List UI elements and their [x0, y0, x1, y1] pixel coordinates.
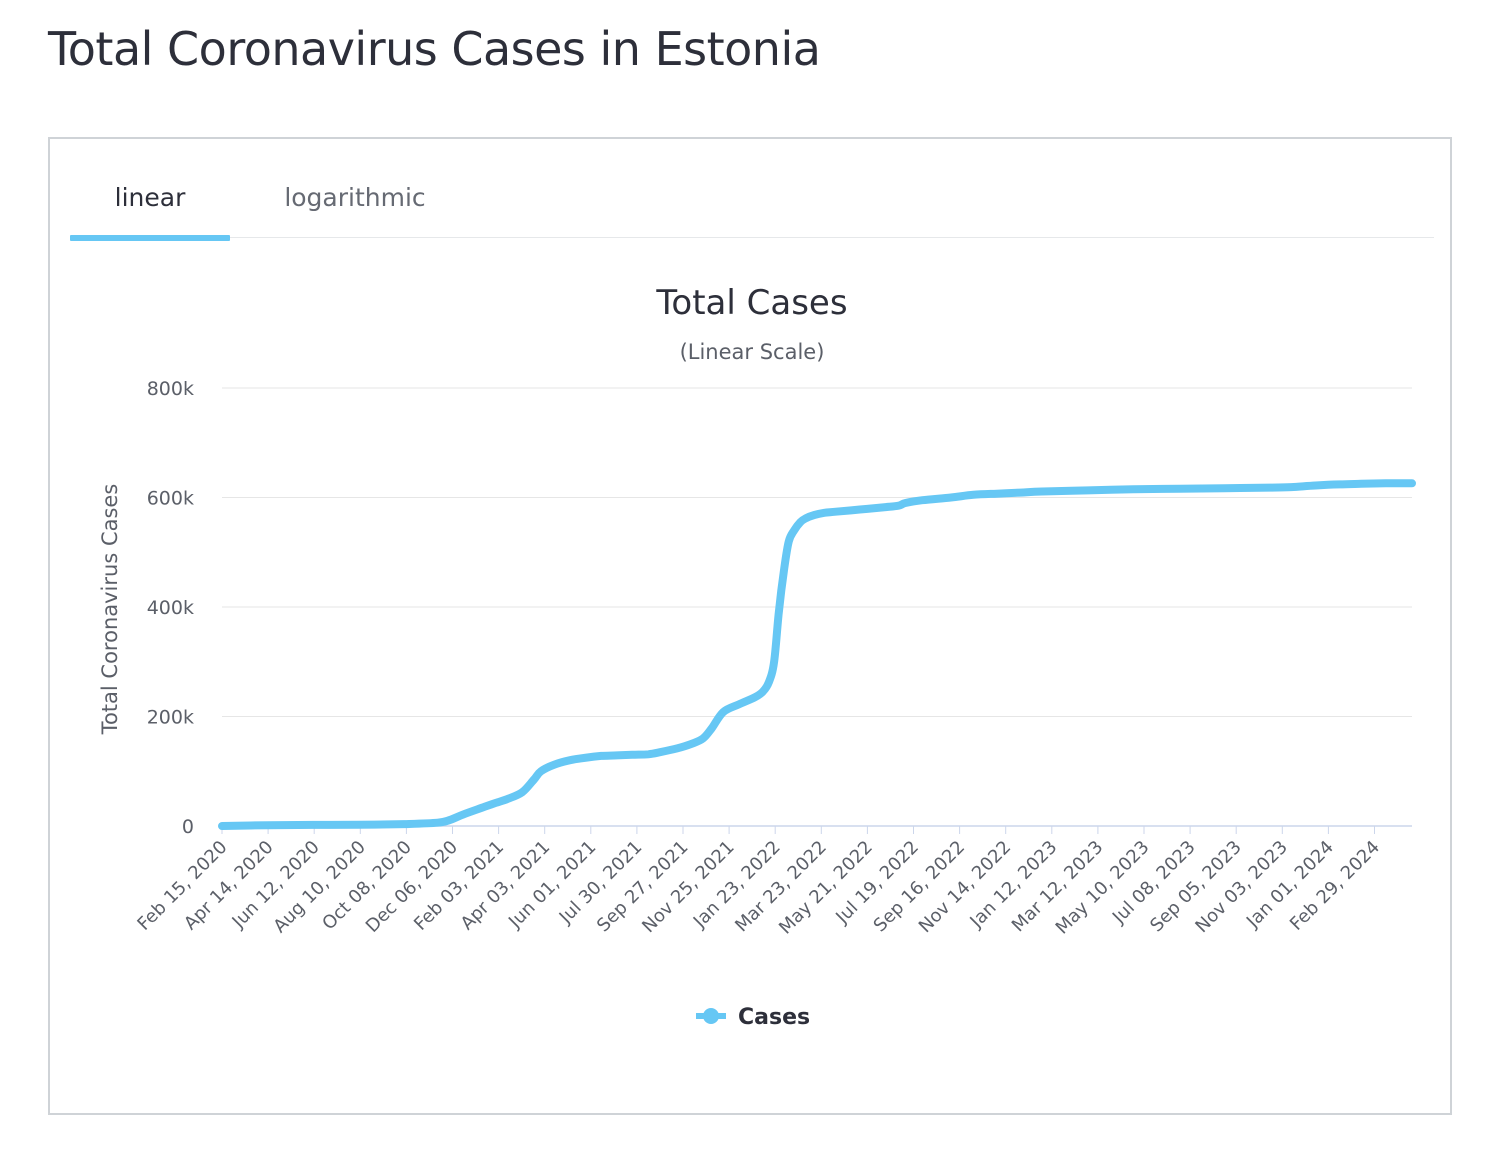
legend-dot-marker: [703, 1008, 719, 1024]
chart-title: Total Cases: [655, 283, 847, 323]
y-axis-ticks: 0 200k 400k 600k 800k: [147, 378, 194, 838]
tab-linear[interactable]: linear: [70, 183, 230, 241]
series-line-cases[interactable]: [218, 479, 1416, 830]
y-tick-label: 200k: [147, 707, 194, 729]
chart-subtitle: (Linear Scale): [680, 340, 825, 364]
legend-label-cases: Cases: [738, 1005, 810, 1030]
y-axis-label: Total Coronavirus Cases: [98, 484, 122, 736]
page-title: Total Coronavirus Cases in Estonia: [48, 22, 821, 76]
tab-logarithmic[interactable]: logarithmic: [270, 183, 440, 237]
y-tick-label: 800k: [147, 378, 194, 400]
scale-tabs: linear logarithmic: [70, 139, 1434, 241]
legend[interactable]: Cases: [696, 1005, 810, 1030]
tab-linear-label: linear: [114, 183, 186, 212]
series-layer: [218, 479, 1416, 830]
y-tick-label: 400k: [147, 597, 194, 619]
grid-lines: [222, 387, 1412, 827]
y-tick-label: 600k: [147, 488, 194, 510]
tab-logarithmic-label: logarithmic: [284, 183, 426, 212]
y-tick-label: 0: [182, 816, 194, 838]
chart-panel: linear logarithmic 0 200k 400k 600k 800k Feb…: [48, 137, 1452, 1115]
active-tab-indicator: [70, 235, 230, 241]
